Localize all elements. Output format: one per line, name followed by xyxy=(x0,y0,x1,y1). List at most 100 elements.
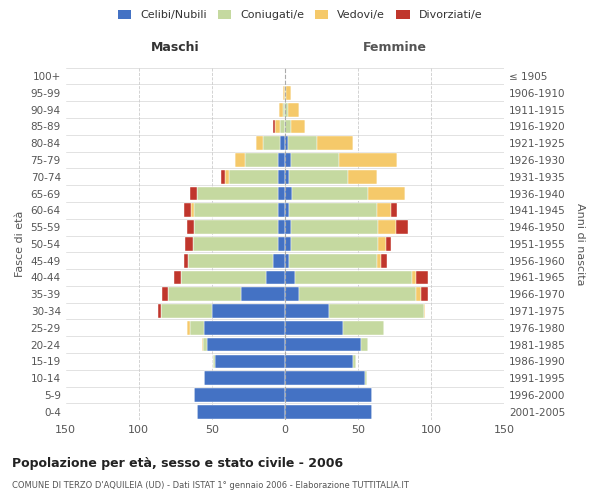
Bar xyxy=(194,220,278,234)
Bar xyxy=(283,102,285,117)
Bar xyxy=(416,270,428,284)
Bar xyxy=(188,254,273,268)
Bar xyxy=(329,304,424,318)
Bar xyxy=(225,170,229,183)
Bar xyxy=(193,237,278,251)
Bar xyxy=(285,136,288,150)
Bar xyxy=(396,220,407,234)
Bar xyxy=(184,254,188,268)
Bar xyxy=(215,354,285,368)
Y-axis label: Anni di nascita: Anni di nascita xyxy=(575,202,585,285)
Bar xyxy=(290,237,379,251)
Bar xyxy=(278,220,285,234)
Bar xyxy=(290,120,305,134)
Bar xyxy=(202,338,203,351)
Bar xyxy=(184,204,191,217)
Bar xyxy=(285,204,289,217)
Bar xyxy=(317,136,353,150)
Bar xyxy=(203,338,208,351)
Bar xyxy=(174,270,181,284)
Bar xyxy=(285,388,373,402)
Bar xyxy=(289,204,377,217)
Bar xyxy=(285,304,329,318)
Bar xyxy=(285,186,292,200)
Bar xyxy=(285,86,286,100)
Bar xyxy=(290,153,339,167)
Bar xyxy=(343,321,384,334)
Bar xyxy=(285,237,290,251)
Bar xyxy=(208,338,285,351)
Bar xyxy=(377,204,391,217)
Bar xyxy=(368,186,404,200)
Text: Popolazione per età, sesso e stato civile - 2006: Popolazione per età, sesso e stato civil… xyxy=(12,458,343,470)
Bar xyxy=(285,372,365,385)
Bar xyxy=(278,153,285,167)
Bar xyxy=(299,288,416,301)
Bar xyxy=(283,86,285,100)
Bar xyxy=(361,338,368,351)
Bar xyxy=(185,237,193,251)
Bar xyxy=(288,102,299,117)
Bar xyxy=(241,288,285,301)
Bar xyxy=(187,321,190,334)
Bar xyxy=(285,102,288,117)
Bar xyxy=(365,372,367,385)
Bar xyxy=(213,354,215,368)
Bar xyxy=(256,136,263,150)
Bar xyxy=(162,288,168,301)
Bar xyxy=(285,120,290,134)
Bar xyxy=(263,136,280,150)
Bar xyxy=(377,254,381,268)
Text: Maschi: Maschi xyxy=(151,41,200,54)
Bar xyxy=(285,405,373,418)
Bar xyxy=(278,204,285,217)
Bar xyxy=(205,372,285,385)
Bar xyxy=(194,388,285,402)
Bar xyxy=(197,186,278,200)
Bar xyxy=(273,254,285,268)
Bar xyxy=(205,321,285,334)
Bar xyxy=(279,102,283,117)
Bar xyxy=(280,120,285,134)
Bar xyxy=(181,270,266,284)
Bar xyxy=(245,153,278,167)
Text: COMUNE DI TERZO D'AQUILEIA (UD) - Dati ISTAT 1° gennaio 2006 - Elaborazione TUTT: COMUNE DI TERZO D'AQUILEIA (UD) - Dati I… xyxy=(12,481,409,490)
Legend: Celibi/Nubili, Coniugati/e, Vedovi/e, Divorziati/e: Celibi/Nubili, Coniugati/e, Vedovi/e, Di… xyxy=(113,6,487,25)
Bar xyxy=(187,220,194,234)
Bar xyxy=(285,354,353,368)
Bar xyxy=(221,170,225,183)
Bar xyxy=(158,304,161,318)
Bar xyxy=(289,254,377,268)
Bar xyxy=(161,304,212,318)
Bar xyxy=(285,254,289,268)
Bar xyxy=(424,304,425,318)
Bar xyxy=(278,237,285,251)
Bar xyxy=(381,254,387,268)
Y-axis label: Fasce di età: Fasce di età xyxy=(15,210,25,277)
Bar xyxy=(168,288,241,301)
Text: Femmine: Femmine xyxy=(362,41,427,54)
Bar xyxy=(275,120,280,134)
Bar xyxy=(295,270,412,284)
Bar xyxy=(412,270,416,284)
Bar xyxy=(285,270,295,284)
Bar xyxy=(229,170,278,183)
Bar xyxy=(289,170,347,183)
Bar xyxy=(290,220,379,234)
Bar xyxy=(347,170,377,183)
Bar xyxy=(285,288,299,301)
Bar xyxy=(285,170,289,183)
Bar xyxy=(391,204,397,217)
Bar xyxy=(235,153,245,167)
Bar xyxy=(273,120,275,134)
Bar xyxy=(379,220,396,234)
Bar xyxy=(288,136,317,150)
Bar xyxy=(285,153,290,167)
Bar xyxy=(278,186,285,200)
Bar xyxy=(212,304,285,318)
Bar xyxy=(292,186,368,200)
Bar xyxy=(416,288,421,301)
Bar xyxy=(339,153,397,167)
Bar xyxy=(285,321,343,334)
Bar xyxy=(285,338,361,351)
